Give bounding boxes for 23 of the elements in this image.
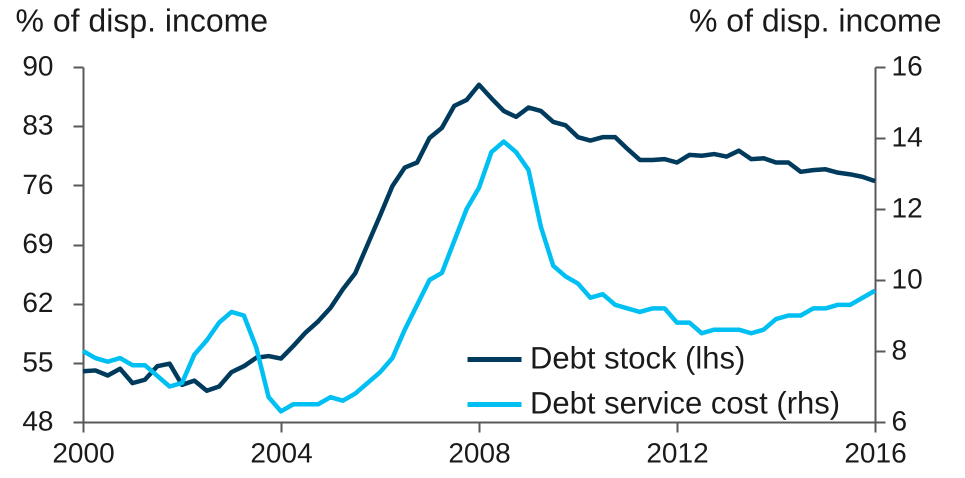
y-tick-label: 90 — [22, 50, 54, 82]
y2-tick-label: 14 — [892, 122, 923, 152]
x-tick-label: 2000 — [52, 438, 115, 468]
y2-tick-label: 10 — [892, 264, 923, 294]
legend-label: Debt stock (lhs) — [530, 340, 746, 376]
x-tick-label: 2004 — [250, 438, 313, 468]
x-tick-label: 2008 — [448, 438, 511, 468]
y2-axis-title: % of disp. income — [688, 2, 942, 38]
y-tick-label: 48 — [22, 406, 54, 436]
line-series — [80, 82, 878, 393]
legend-label: Debt service cost (rhs) — [530, 386, 840, 420]
y2-tick-label: 6 — [892, 406, 908, 436]
y-tick-label: 55 — [22, 346, 54, 378]
y-tick-label: 83 — [22, 110, 54, 141]
y-tick-label: 62 — [22, 287, 54, 318]
y2-tick-label: 12 — [892, 192, 923, 224]
y2-tick-label: 8 — [892, 334, 908, 366]
y-tick-label: 76 — [22, 168, 54, 200]
y-axis-title: % of disp. income — [16, 2, 268, 38]
y2-tick-label: 16 — [892, 50, 923, 82]
x-tick-label: 2012 — [646, 438, 709, 468]
y-tick-label: 69 — [22, 228, 54, 259]
x-tick-label: 2016 — [844, 438, 907, 468]
